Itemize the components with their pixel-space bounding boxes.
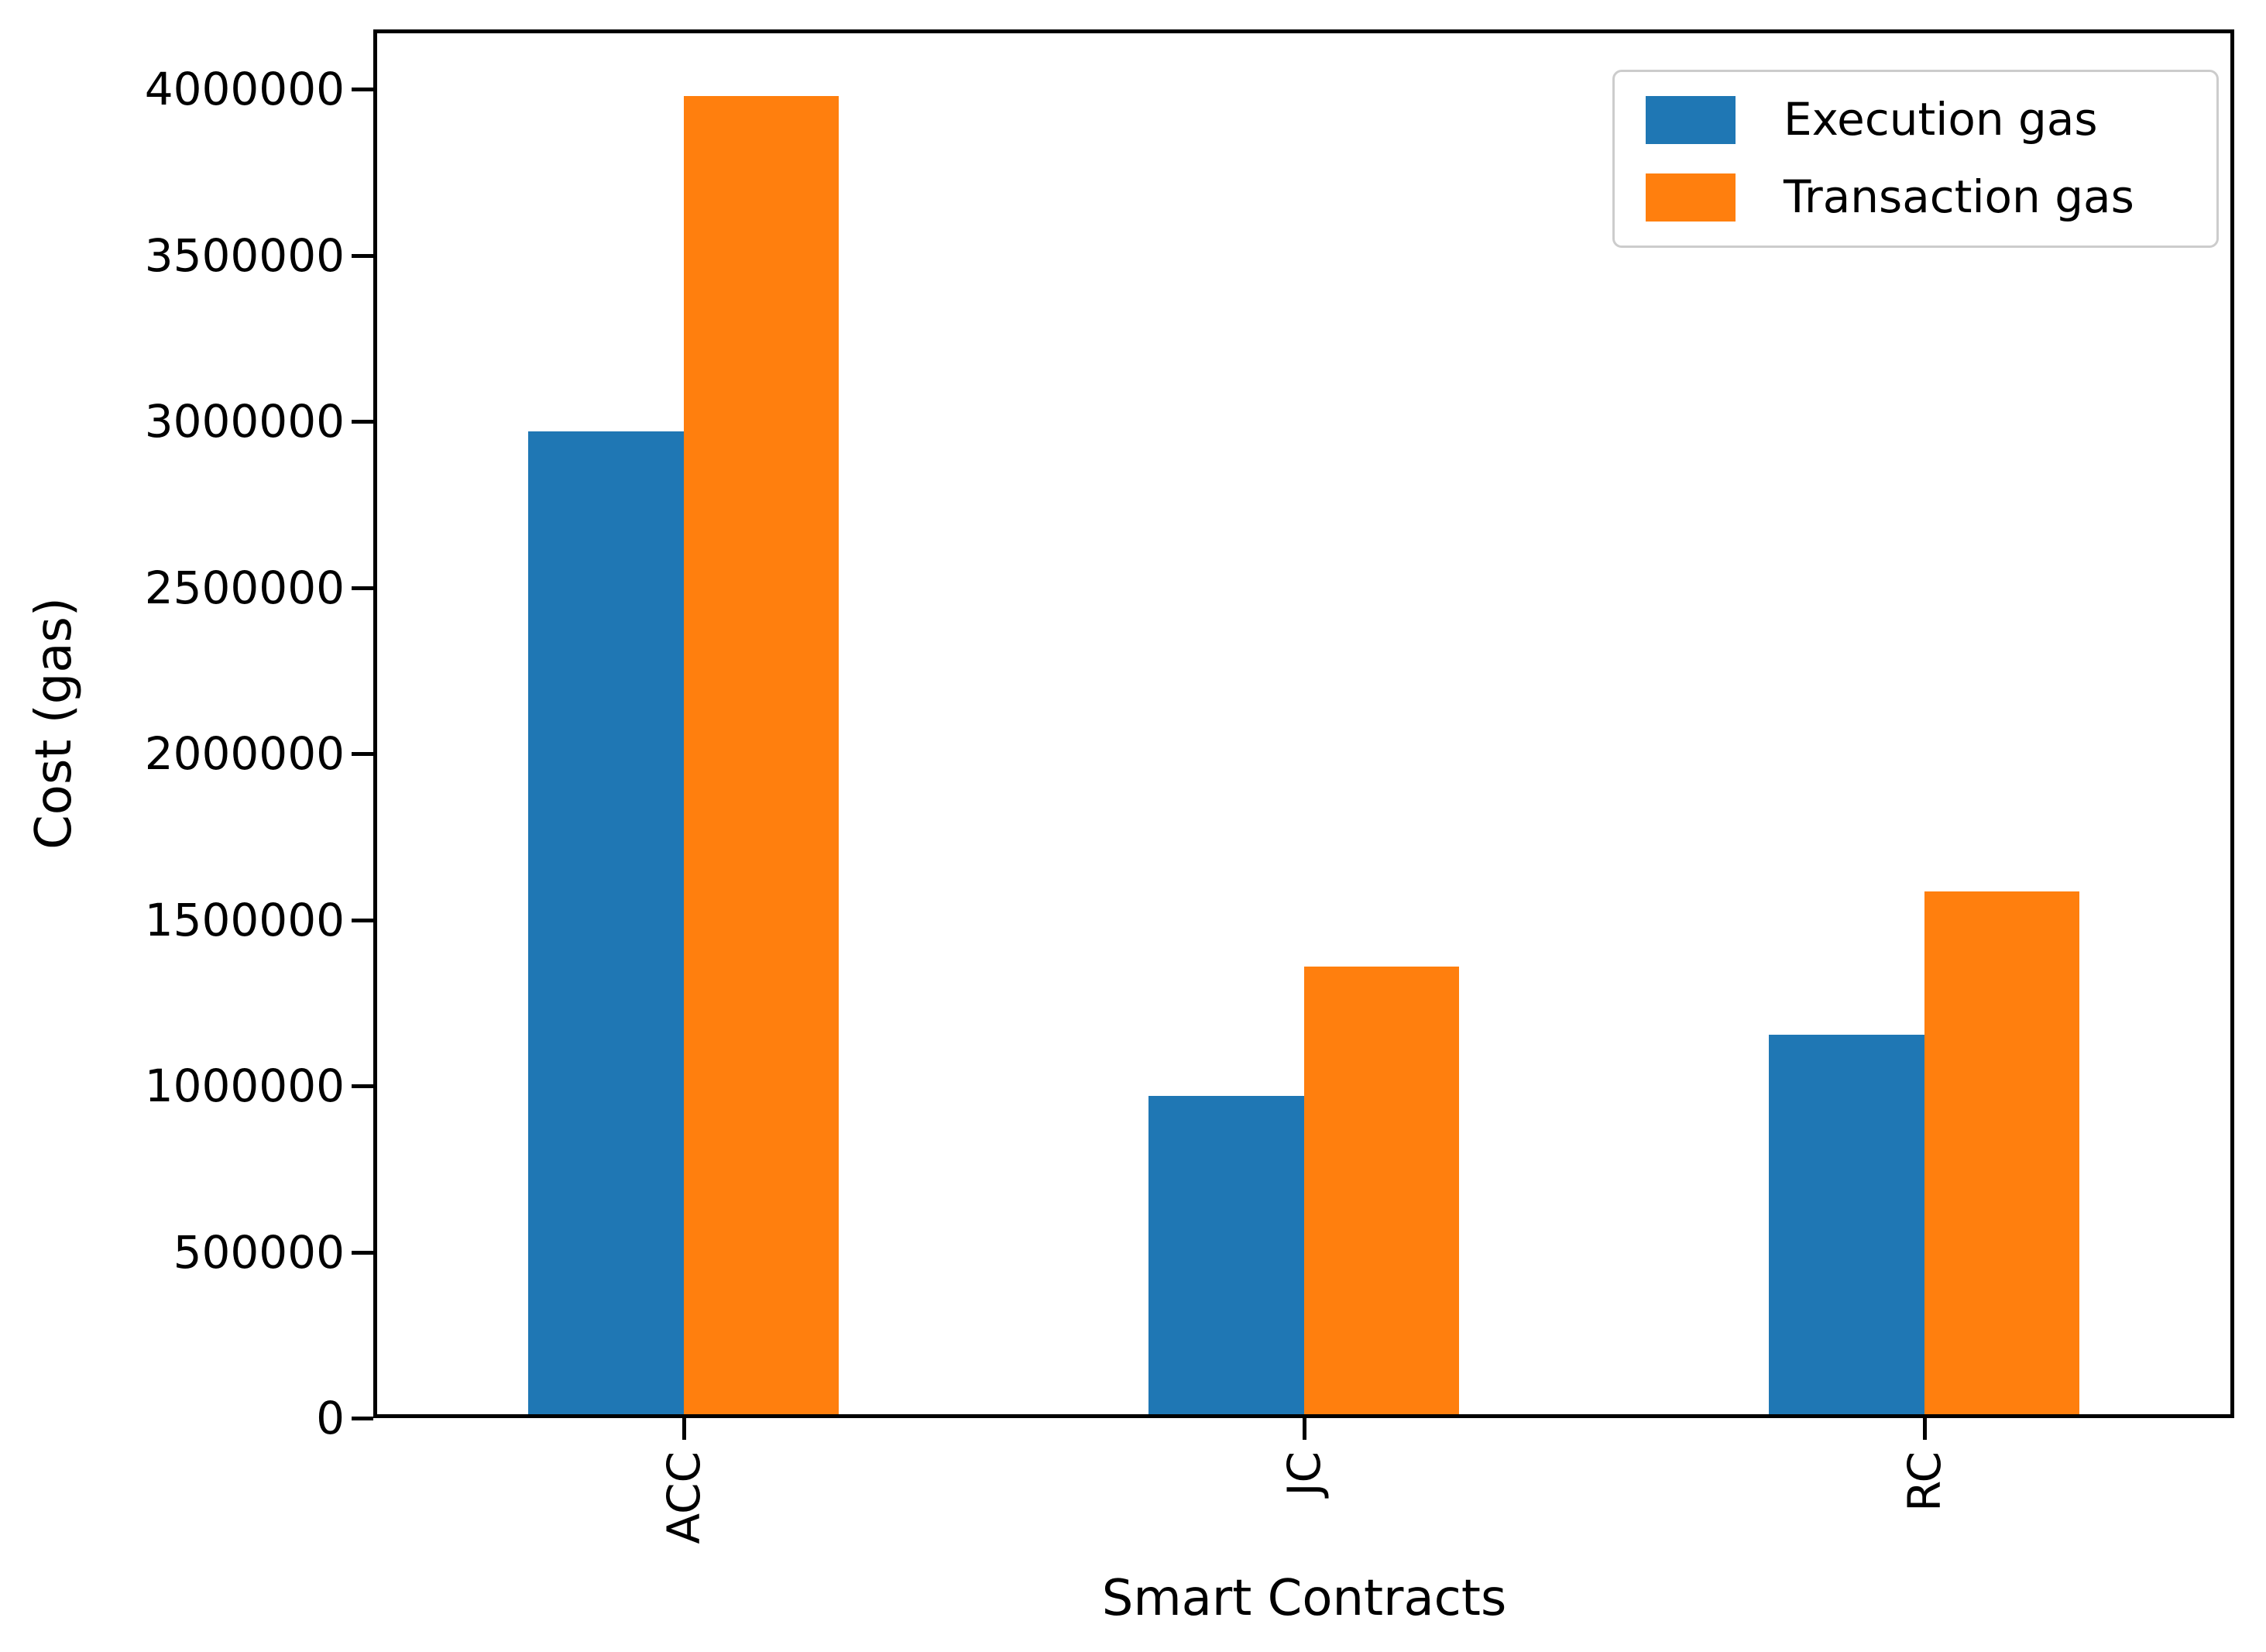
y-axis-label: Cost (gas) bbox=[26, 597, 83, 850]
legend: Execution gas Transaction gas bbox=[1612, 70, 2219, 248]
legend-swatch-icon bbox=[1646, 173, 1736, 222]
x-tick-label: RC bbox=[1897, 1451, 1951, 1512]
y-tick-label: 2000000 bbox=[144, 727, 345, 781]
y-tick-label: 4000000 bbox=[144, 63, 345, 116]
y-tick-mark bbox=[352, 918, 373, 922]
y-tick-mark bbox=[352, 1250, 373, 1255]
y-tick-label: 500000 bbox=[173, 1225, 345, 1279]
x-tick-label: JC bbox=[1277, 1451, 1330, 1496]
legend-item: Execution gas bbox=[1646, 93, 2190, 146]
y-tick-mark bbox=[352, 420, 373, 424]
legend-label: Transaction gas bbox=[1784, 170, 2134, 223]
x-tick-label-text: RC bbox=[1897, 1451, 1951, 1512]
x-tick-mark bbox=[1302, 1418, 1306, 1440]
x-tick-mark bbox=[682, 1418, 686, 1440]
legend-item: Transaction gas bbox=[1646, 170, 2190, 223]
y-tick-label: 2500000 bbox=[144, 561, 345, 614]
x-tick-label-text: ACC bbox=[657, 1451, 710, 1544]
y-tick-label: 0 bbox=[316, 1392, 345, 1444]
bar-transaction-gas bbox=[1924, 891, 2079, 1418]
x-axis-label: Smart Contracts bbox=[1101, 1570, 1507, 1627]
y-tick-label: 1000000 bbox=[144, 1060, 345, 1113]
y-tick-label: 3000000 bbox=[144, 395, 345, 448]
x-tick-label-text: JC bbox=[1277, 1451, 1330, 1496]
y-tick-mark bbox=[352, 88, 373, 92]
bar-transaction-gas bbox=[1303, 966, 1459, 1418]
bar-execution-gas bbox=[1148, 1095, 1304, 1418]
y-tick-label: 3500000 bbox=[144, 228, 345, 282]
y-tick-mark bbox=[352, 586, 373, 590]
y-tick-mark bbox=[352, 253, 373, 258]
x-tick-label: ACC bbox=[657, 1451, 710, 1544]
bar-execution-gas bbox=[1769, 1034, 1924, 1418]
y-tick-mark bbox=[352, 1084, 373, 1089]
y-tick-label: 1500000 bbox=[144, 893, 345, 946]
y-tick-mark bbox=[352, 752, 373, 757]
bar-execution-gas bbox=[528, 431, 684, 1418]
x-tick-mark bbox=[1922, 1418, 1927, 1440]
legend-label: Execution gas bbox=[1784, 93, 2098, 146]
bar-transaction-gas bbox=[683, 95, 839, 1418]
legend-swatch-icon bbox=[1646, 95, 1736, 144]
y-axis-label-text: Cost (gas) bbox=[26, 597, 83, 850]
bars-layer bbox=[373, 29, 2234, 1418]
y-tick-mark bbox=[352, 1417, 373, 1420]
